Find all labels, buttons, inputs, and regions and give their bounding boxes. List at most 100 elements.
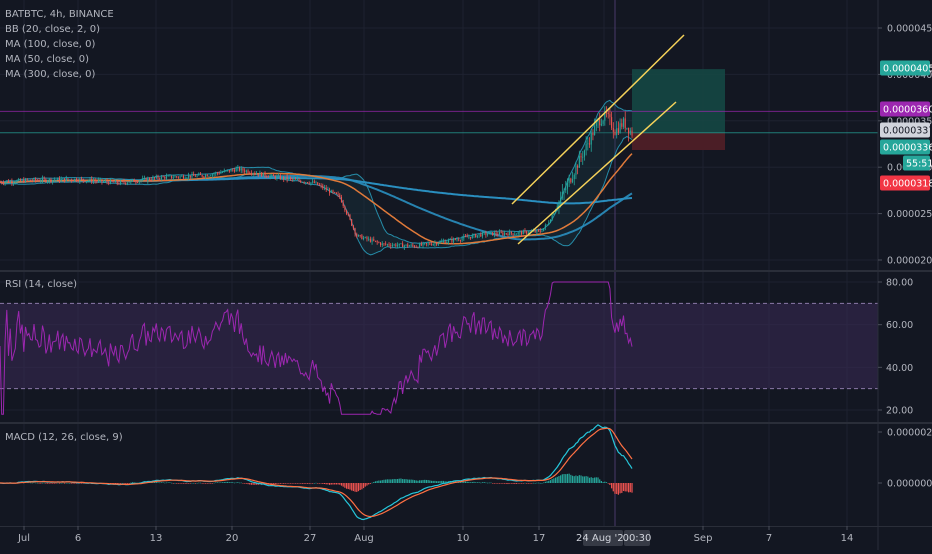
candle-body (628, 127, 630, 134)
candle-body (558, 201, 560, 207)
candle-body (79, 178, 81, 182)
candle-body (464, 236, 467, 238)
candle-body (210, 175, 212, 177)
macd-histogram-bar (631, 483, 633, 493)
candle-body (420, 243, 422, 246)
macd-histogram-bar (546, 481, 548, 483)
candle-body (405, 244, 407, 246)
macd-histogram-bar (60, 482, 62, 484)
macd-histogram-bar (182, 483, 185, 484)
candle-body (546, 224, 548, 226)
crosshair-date-bg (583, 530, 623, 546)
candle-body (424, 243, 426, 244)
candle-body (203, 176, 205, 178)
candle-body (9, 181, 11, 183)
candle-body (35, 178, 37, 181)
target-price-label-bg (880, 60, 930, 76)
candle-body (456, 239, 458, 241)
macd-histogram-bar (120, 483, 122, 484)
ma100-indicator-label[interactable]: MA (100, close, 0) (5, 39, 96, 50)
candle-body (238, 167, 241, 171)
candle-body (536, 230, 538, 233)
rsi-tick-label: 80.00 (886, 278, 913, 289)
candle-body (631, 130, 633, 136)
candle-body (171, 175, 173, 178)
price-axis[interactable]: 0.000045000.000040000.000035000.00003000… (878, 24, 932, 490)
candle-body (125, 182, 127, 184)
candle-body (216, 172, 219, 174)
price-pane[interactable] (0, 0, 878, 526)
candle-body (551, 214, 553, 221)
macd-histogram-bar (69, 482, 71, 484)
macd-histogram-bar (58, 483, 61, 484)
candle-body (322, 185, 324, 189)
macd-histogram-bar (300, 483, 302, 484)
macd-histogram-bar (402, 479, 404, 483)
candle-body (459, 240, 461, 242)
candle-body (245, 170, 247, 172)
candle-body (622, 118, 625, 127)
macd-title[interactable]: MACD (12, 26, close, 9) (5, 432, 123, 443)
macd-pane[interactable] (0, 424, 633, 521)
macd-histogram-bar (179, 483, 181, 484)
macd-histogram-bar (391, 479, 394, 483)
macd-histogram-bar (271, 483, 273, 484)
macd-histogram-bar (536, 482, 538, 484)
macd-histogram-bar (159, 482, 161, 484)
macd-histogram-bar (334, 483, 336, 485)
candle-body (329, 189, 331, 193)
macd-histogram-bar (349, 483, 351, 490)
candle-body (80, 178, 83, 180)
candle-body (150, 179, 152, 181)
rsi-title[interactable]: RSI (14, close) (5, 279, 78, 290)
candle-body (1, 182, 3, 183)
candle-body (289, 178, 292, 179)
macd-histogram-bar (323, 483, 326, 484)
candle-body (45, 179, 47, 182)
candle-body (109, 180, 111, 184)
candle-body (181, 175, 183, 177)
candle-body (142, 178, 144, 181)
candle-body (419, 243, 421, 248)
macd-histogram-bar (475, 482, 477, 483)
candle-body (385, 243, 387, 245)
candle-body (388, 244, 390, 246)
macd-histogram-bar (295, 483, 297, 484)
candle-body (133, 179, 135, 182)
candle-body (262, 172, 264, 177)
ma300-indicator-label[interactable]: MA (300, close, 0) (5, 69, 96, 80)
candle-body (52, 180, 54, 182)
macd-histogram-bar (413, 480, 416, 483)
candle-body (152, 177, 154, 181)
candle-body (449, 239, 451, 240)
candle-body (337, 193, 339, 195)
candle-body (64, 178, 66, 182)
candle-body (89, 178, 91, 181)
candle-body (232, 169, 234, 171)
candle-body (284, 176, 286, 180)
candle-body (104, 180, 106, 182)
candle-body (293, 178, 295, 180)
macd-histogram-bar (565, 474, 567, 483)
macd-histogram-bar (46, 483, 49, 484)
symbol-title[interactable]: BATBTC, 4h, BINANCE (5, 9, 114, 20)
rsi-pane[interactable] (0, 281, 878, 415)
ma50-indicator-label[interactable]: MA (50, close, 0) (5, 54, 90, 65)
candle-body (267, 176, 269, 178)
macd-histogram-bar (585, 476, 587, 483)
macd-histogram-bar (118, 483, 120, 484)
candle-body (600, 123, 602, 126)
macd-histogram-bar (126, 483, 129, 484)
macd-histogram-bar (33, 482, 35, 484)
rsi-tick-label: 40.00 (886, 363, 913, 374)
bb-indicator-label[interactable]: BB (20, close, 2, 0) (5, 24, 100, 35)
macd-histogram-bar (483, 482, 485, 483)
crosshair-time-bg (624, 530, 650, 546)
macd-histogram-bar (191, 482, 193, 484)
candle-body (19, 179, 21, 181)
candle-body (215, 172, 217, 174)
candle-body (87, 180, 89, 182)
